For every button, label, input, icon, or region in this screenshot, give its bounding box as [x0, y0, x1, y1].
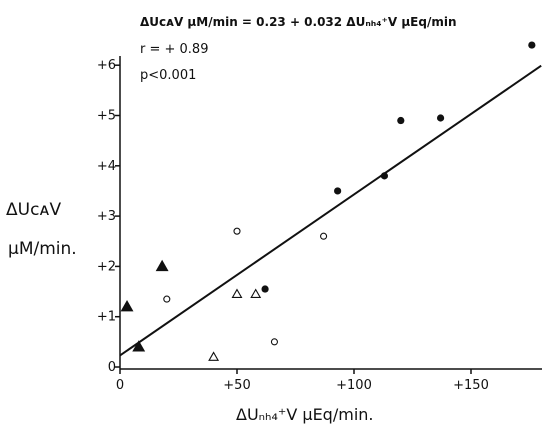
correlation-coefficient: r = + 0.89	[140, 42, 208, 57]
data-point-filled-circle	[436, 114, 445, 122]
data-point-filled-circle	[380, 172, 389, 180]
x-tick-label: +100	[336, 378, 372, 393]
y-tick-label: +2	[97, 259, 116, 274]
x-tick-label: +150	[453, 378, 489, 393]
data-point-open-circle	[320, 232, 328, 240]
data-points	[120, 41, 536, 361]
axis-ticks: 0 +50 +100 +150 0 +1 +2 +3 +4 +5 +6	[97, 58, 489, 393]
data-point-open-triangle	[250, 288, 262, 298]
y-tick-label: +1	[97, 310, 116, 325]
x-tick-label: +50	[223, 378, 250, 393]
y-tick-label: +3	[97, 209, 116, 224]
data-point-filled-circle	[528, 41, 536, 49]
regression-line	[119, 64, 542, 357]
data-point-filled-triangle	[155, 259, 169, 272]
data-point-open-triangle	[231, 288, 243, 298]
data-point-open-circle	[233, 227, 241, 235]
data-point-open-circle	[270, 338, 278, 346]
y-tick-label: +5	[97, 109, 116, 124]
regression-equation: ΔUᴄᴀV μM/min = 0.23 + 0.032 ΔUₙₕ₄⁺V μEq/…	[140, 15, 457, 29]
data-point-filled-triangle	[120, 300, 134, 312]
data-point-filled-circle	[261, 285, 269, 293]
x-tick-label: 0	[116, 378, 124, 393]
y-axis-label-unit: μM/min.	[8, 239, 77, 259]
data-point-filled-triangle	[132, 340, 146, 352]
y-tick-label: 0	[108, 360, 116, 375]
data-point-filled-circle	[397, 116, 405, 125]
data-point-open-circle	[163, 295, 171, 303]
y-tick-label: +6	[97, 58, 116, 73]
data-point-open-triangle	[208, 351, 220, 361]
x-axis-label: ΔUₙₕ₄⁺V μEq/min.	[236, 405, 373, 424]
y-tick-label: +4	[97, 159, 116, 174]
data-point-filled-circle	[334, 187, 342, 195]
p-value: p<0.001	[140, 68, 196, 83]
y-axis-label-quantity: ΔUᴄᴀV	[6, 200, 61, 220]
